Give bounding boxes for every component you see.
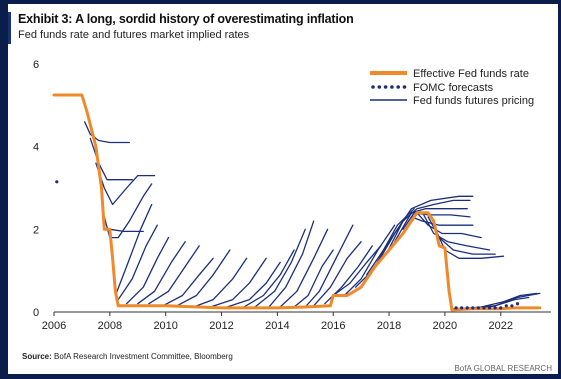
futures-curve [176,249,231,307]
x-tick-label: 2020 [433,320,457,332]
chart-card: Exhibit 3: A long, sordid history of ove… [8,4,558,374]
futures-curve [95,162,156,206]
source-text: BofA Research Investment Committee, Bloo… [54,352,233,361]
fomc-forecast-point [510,304,514,308]
futures-curve [226,261,281,308]
chart-legend: Effective Fed funds rate FOMC forecastsFe… [370,68,534,107]
futures-curve [254,228,306,308]
fomc-forecast-point [493,306,497,310]
futures-curve [148,245,200,305]
legend-label: Effective Fed funds rate [413,68,529,80]
y-tick-label: 0 [33,307,39,319]
x-tick-label: 2008 [98,320,122,332]
futures-curve [84,121,131,144]
fomc-forecast-point [460,306,464,310]
legend-swatch-fomc-dot [371,85,375,89]
futures-curve [192,257,248,308]
futures-curve [385,199,471,255]
x-tick-label: 2010 [153,320,177,332]
chart-subtitle: Fed funds rate and futures market implie… [18,29,250,41]
fomc-forecast-point [504,304,508,308]
y-tick-label: 6 [33,59,39,71]
futures-curve [125,236,170,305]
chart-title: Exhibit 3: A long, sordid history of ove… [18,12,354,26]
fomc-forecast-point [515,302,520,306]
source-note: Source: BofA Research Investment Committ… [22,352,233,361]
futures-curve [279,228,329,308]
legend-swatch-fomc-dot [402,85,407,89]
series-layer [52,93,542,312]
x-tick-label: 2016 [321,320,345,332]
legend-label: FOMC forecasts [413,82,494,94]
futures-curve [313,241,362,307]
x-tick-label: 2014 [265,320,289,332]
legend-swatch-fomc-dot [377,85,382,89]
brand-label: BofA GLOBAL RESEARCH [454,364,552,373]
futures-curve [114,203,153,297]
futures-curve [137,241,186,305]
futures-curve [117,224,158,301]
futures-curve [393,208,468,243]
source-label: Source: [22,352,52,361]
legend-swatch-fomc-dot [390,85,394,89]
futures-curve [162,257,214,307]
x-tick-label: 2018 [377,320,401,332]
futures-curve [410,216,474,226]
fomc-forecast-point [487,306,492,310]
y-tick-label: 4 [33,142,39,154]
fomc-forecast-point [476,306,481,310]
futures-curve [416,212,482,239]
title-accent-bar [8,12,11,44]
futures-curve [433,224,505,259]
futures-curve [332,245,382,297]
legend-label: Fed funds futures pricing [413,95,534,107]
x-tick-label: 2006 [42,320,66,332]
futures-curve [421,212,491,251]
fomc-forecast-point [454,306,458,310]
chart-svg: 2006 2008 2010 2012 2014 2016 2018 2020 2022 0 2 4 6… [33,59,551,332]
futures-curve [304,224,354,308]
x-tick-label: 2022 [488,320,512,332]
futures-curve [243,249,295,308]
fomc-forecast-point [55,180,59,184]
fomc-forecast-point [499,306,503,310]
futures-curve [209,257,267,308]
futures-curve [343,224,396,297]
fomc-forecast-point [482,306,486,310]
y-tick-label: 2 [33,224,39,236]
chart-axes: 2006 2008 2010 2012 2014 2016 2018 2020 2022 0 2 4 6 [33,59,551,332]
futures-curve [377,195,474,264]
effective-fed-funds-line [52,93,542,312]
x-tick-label: 2012 [209,320,233,332]
futures-curve [293,249,334,308]
fomc-forecast-point [471,306,475,310]
futures-curve [268,220,315,308]
legend-swatch-fomc-dot [396,85,401,89]
legend-swatch-fomc-dot [383,85,388,89]
fomc-forecast-point [465,306,469,310]
futures-curve [109,228,144,233]
